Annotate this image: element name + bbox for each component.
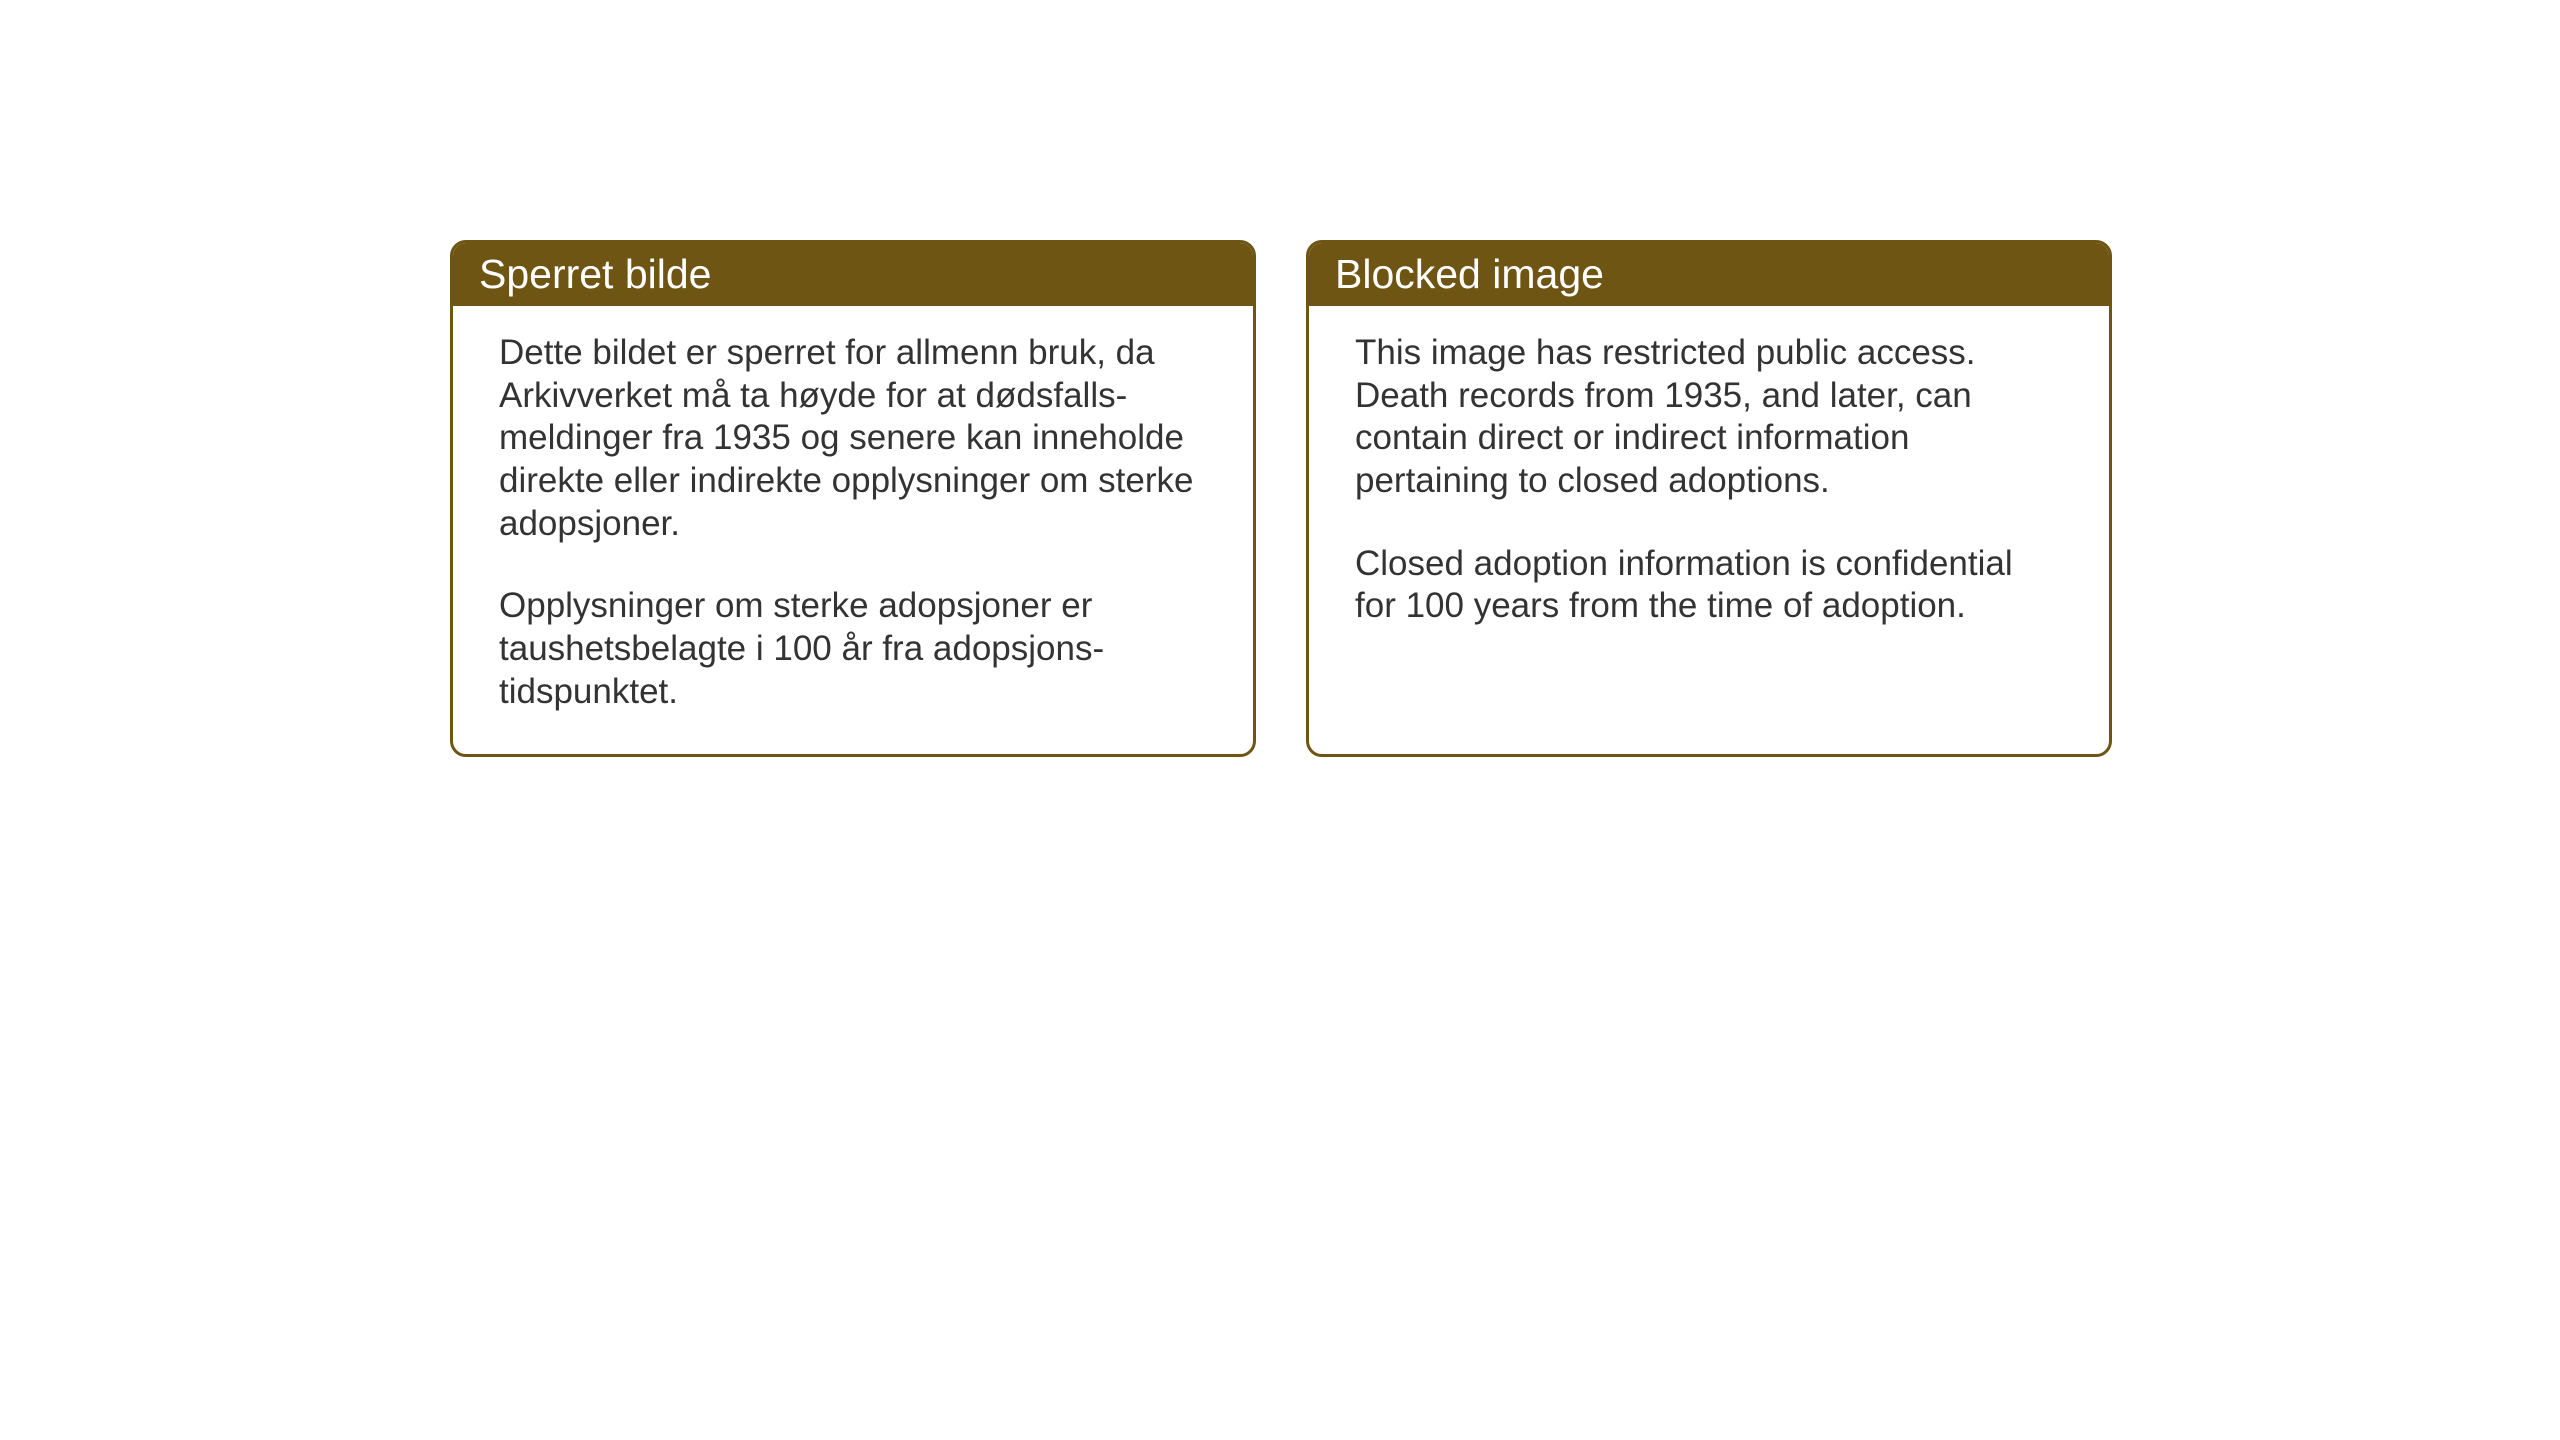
card-paragraph: Closed adoption information is confident… <box>1355 543 2063 628</box>
notice-card-english: Blocked image This image has restricted … <box>1306 240 2112 757</box>
card-paragraph: Opplysninger om sterke adopsjoner er tau… <box>499 585 1207 713</box>
cards-container: Sperret bilde Dette bildet er sperret fo… <box>0 0 2560 757</box>
card-title: Sperret bilde <box>479 251 711 297</box>
notice-card-norwegian: Sperret bilde Dette bildet er sperret fo… <box>450 240 1256 757</box>
card-paragraph: This image has restricted public access.… <box>1355 332 2063 503</box>
card-body-english: This image has restricted public access.… <box>1309 306 2109 668</box>
card-header-norwegian: Sperret bilde <box>453 243 1253 306</box>
card-title: Blocked image <box>1335 251 1604 297</box>
card-body-norwegian: Dette bildet er sperret for allmenn bruk… <box>453 306 1253 754</box>
card-paragraph: Dette bildet er sperret for allmenn bruk… <box>499 332 1207 545</box>
card-header-english: Blocked image <box>1309 243 2109 306</box>
